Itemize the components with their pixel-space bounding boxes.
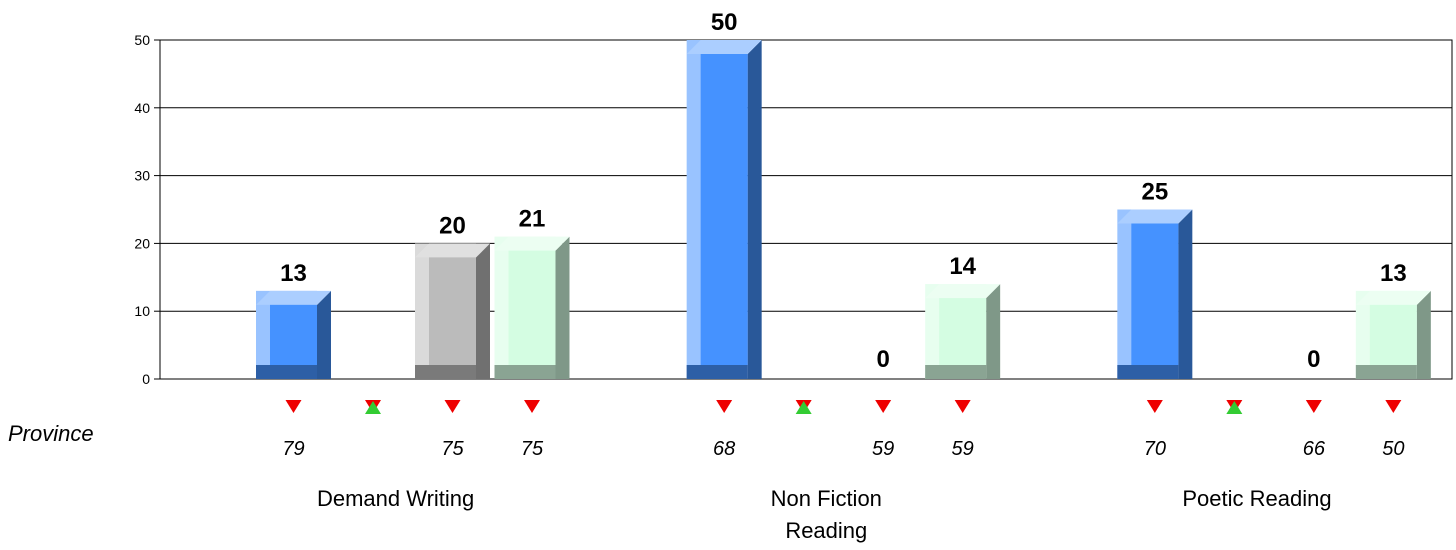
down-arrow-icon bbox=[954, 400, 971, 413]
category-label: Poetic Reading bbox=[1182, 486, 1331, 511]
y-tick-label: 0 bbox=[142, 371, 150, 387]
down-arrow-icon bbox=[1146, 400, 1163, 413]
down-arrow-icon bbox=[716, 400, 733, 413]
province-value: 75 bbox=[521, 438, 544, 460]
up-arrow-icon bbox=[1226, 401, 1243, 414]
bar-bottom bbox=[1117, 365, 1179, 379]
province-value: 68 bbox=[713, 438, 735, 460]
bar-side bbox=[317, 290, 331, 379]
y-tick-label: 40 bbox=[134, 100, 150, 116]
bar-top bbox=[415, 243, 490, 258]
data-label: 13 bbox=[280, 260, 307, 287]
province-value: 79 bbox=[282, 438, 304, 460]
up-arrow-icon bbox=[795, 401, 812, 414]
bar-bottom bbox=[925, 365, 987, 379]
data-label: 25 bbox=[1141, 179, 1168, 206]
bar-side bbox=[986, 284, 1001, 379]
down-arrow-icon bbox=[444, 400, 461, 413]
bar-front bbox=[939, 298, 987, 365]
bar-bottom bbox=[686, 365, 748, 379]
bar-top bbox=[256, 290, 331, 305]
bar-front bbox=[270, 304, 317, 365]
bar-side bbox=[1178, 209, 1193, 379]
data-label: 21 bbox=[519, 206, 546, 233]
data-label: 0 bbox=[876, 346, 889, 373]
bar-front bbox=[429, 257, 476, 365]
bar-bottom bbox=[494, 365, 556, 379]
bar-front bbox=[1369, 304, 1417, 365]
bar-top bbox=[1355, 290, 1431, 305]
bar-top bbox=[1117, 209, 1193, 224]
y-tick-label: 10 bbox=[134, 303, 150, 319]
bar-side bbox=[476, 243, 490, 379]
bar-front bbox=[508, 250, 556, 365]
y-tick-label: 50 bbox=[134, 32, 150, 48]
down-arrow-icon bbox=[524, 400, 540, 413]
bar-bottom bbox=[256, 365, 317, 379]
y-tick-label: 20 bbox=[134, 235, 150, 251]
down-arrow-icon bbox=[875, 400, 892, 413]
down-arrow-icon bbox=[1305, 400, 1322, 413]
data-label: 0 bbox=[1307, 346, 1320, 373]
bar-top bbox=[686, 40, 762, 54]
plot-area bbox=[159, 39, 1453, 380]
down-arrow-icon bbox=[1385, 400, 1402, 413]
category-label: Non Fiction bbox=[771, 486, 882, 511]
data-label: 13 bbox=[1380, 260, 1407, 287]
category-label: Demand Writing bbox=[317, 486, 474, 511]
bar-front bbox=[1131, 223, 1179, 365]
province-value: 66 bbox=[1303, 438, 1326, 460]
province-value: 59 bbox=[872, 438, 894, 460]
data-label: 50 bbox=[711, 9, 738, 36]
bar-bottom bbox=[1355, 365, 1417, 379]
bar-side bbox=[555, 236, 570, 379]
category-label: Reading bbox=[785, 518, 867, 543]
bar-top bbox=[494, 236, 570, 251]
down-arrow-icon bbox=[285, 400, 302, 413]
bar-bottom bbox=[415, 365, 476, 379]
bar-top bbox=[925, 284, 1001, 299]
bar-side bbox=[747, 40, 762, 379]
province-value: 59 bbox=[952, 438, 974, 460]
province-value: 70 bbox=[1144, 438, 1166, 460]
y-tick-label: 30 bbox=[134, 168, 150, 184]
province-value: 50 bbox=[1382, 438, 1404, 460]
data-label: 14 bbox=[949, 253, 976, 280]
province-value: 75 bbox=[441, 438, 464, 460]
bar-front bbox=[700, 54, 748, 365]
data-label: 20 bbox=[439, 212, 466, 239]
province-label: Province bbox=[8, 421, 94, 446]
up-arrow-icon bbox=[365, 401, 381, 414]
bar-side bbox=[1416, 290, 1431, 379]
